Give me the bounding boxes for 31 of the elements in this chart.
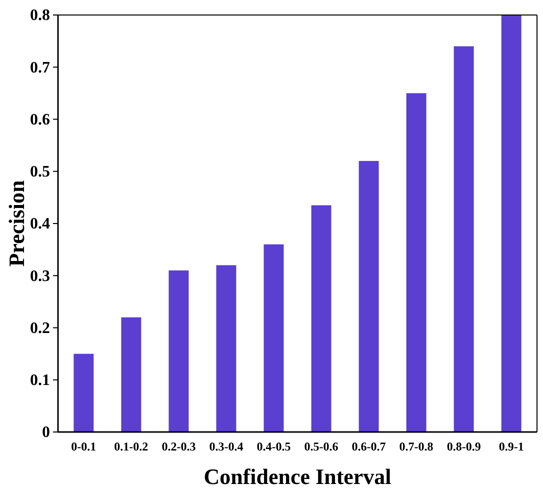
y-tick-label: 0.3: [30, 268, 50, 285]
y-tick-label: 0.4: [30, 216, 50, 233]
y-tick-label: 0.8: [30, 7, 50, 24]
bar: [406, 93, 426, 432]
x-tick-label: 0.9-1: [498, 440, 524, 454]
x-tick-label: 0.5-0.6: [304, 440, 338, 454]
x-tick-label: 0.8-0.9: [446, 440, 481, 454]
bar: [264, 244, 284, 432]
bar: [121, 317, 142, 432]
bar: [216, 265, 236, 432]
y-tick-label: 0.2: [30, 320, 50, 337]
y-tick-label: 0.1: [30, 372, 50, 389]
y-axis-title: Precision: [4, 180, 29, 267]
bar: [358, 160, 379, 432]
bar: [74, 354, 94, 432]
bar: [311, 205, 332, 432]
x-axis-title: Confidence Interval: [204, 464, 392, 489]
x-tick-label: 0.7-0.8: [399, 440, 434, 454]
x-tick-label: 0-0.1: [71, 440, 96, 454]
bar: [168, 270, 189, 432]
x-tick-label: 0.1-0.2: [114, 440, 148, 454]
y-tick-label: 0.5: [30, 163, 50, 180]
bar: [501, 15, 522, 432]
y-tick-label: 0.7: [30, 59, 50, 76]
x-tick-label: 0.2-0.3: [162, 440, 196, 454]
x-tick-label: 0.3-0.4: [209, 440, 244, 454]
x-tick-label: 0.6-0.7: [352, 440, 386, 454]
y-tick-label: 0: [42, 424, 50, 442]
bar: [454, 46, 474, 432]
x-tick-label: 0.4-0.5: [256, 440, 291, 454]
y-tick-label: 0.6: [30, 111, 50, 128]
